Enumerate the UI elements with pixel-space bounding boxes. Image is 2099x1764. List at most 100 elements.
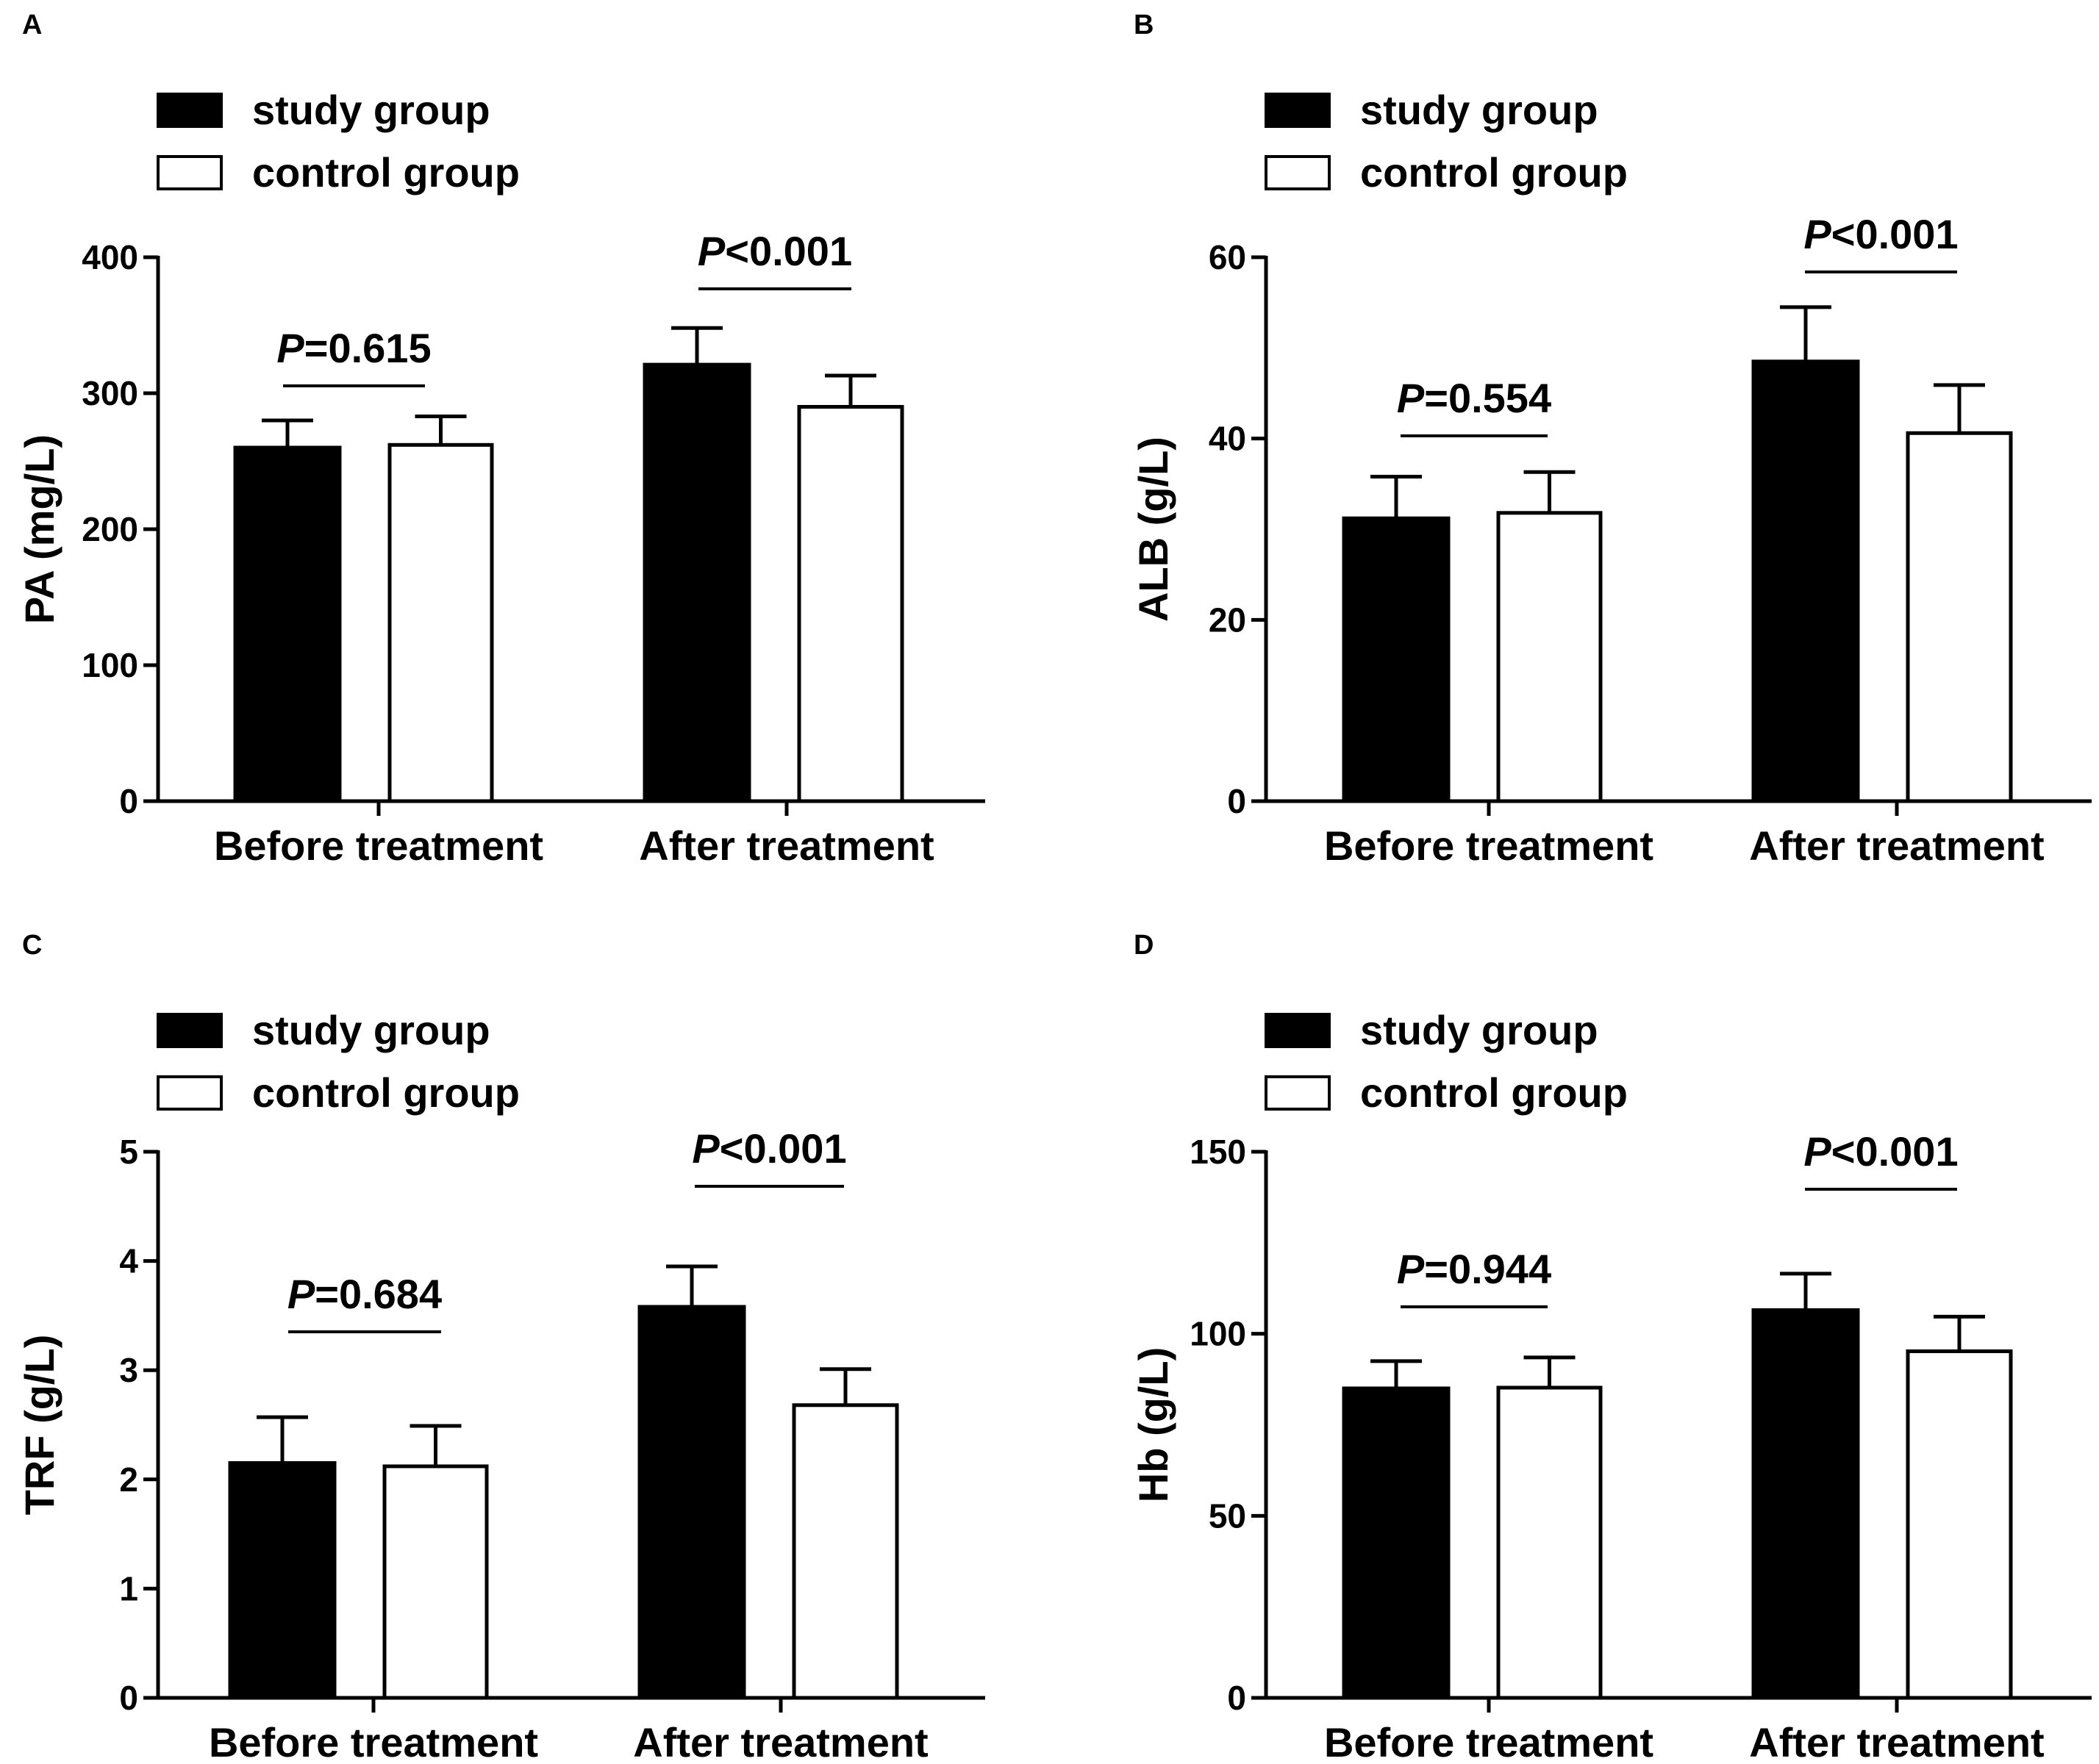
legend-swatch-study xyxy=(157,1013,223,1048)
p-value-text: =0.684 xyxy=(315,1271,442,1317)
y-tick-label: 400 xyxy=(82,238,138,276)
legend-swatch-study xyxy=(1265,93,1331,128)
y-tick-label: 2 xyxy=(119,1460,138,1499)
panel-label: B xyxy=(1134,10,1154,40)
y-tick-label: 100 xyxy=(82,646,138,684)
legend: study group control group xyxy=(157,1007,520,1116)
bar-control xyxy=(1496,511,1603,803)
y-tick-label: 300 xyxy=(82,374,138,412)
y-tick-label: 5 xyxy=(119,1133,138,1171)
x-tick-label: After treatment xyxy=(1749,822,2044,869)
y-tick-label: 150 xyxy=(1190,1133,1246,1171)
legend: study group control group xyxy=(1265,1007,1628,1116)
bar-control xyxy=(797,405,904,803)
y-tick-label: 100 xyxy=(1190,1315,1246,1353)
p-value-label: P=0.615 xyxy=(276,325,431,371)
bar-control xyxy=(1906,431,2013,803)
p-value-text: <0.001 xyxy=(1831,211,1959,257)
legend-label-study: study group xyxy=(252,87,490,133)
legend-swatch-study xyxy=(1265,1013,1331,1048)
bar-study xyxy=(1751,1308,1860,1700)
p-value-italic: P xyxy=(276,325,304,371)
y-tick-label: 0 xyxy=(1227,1679,1246,1717)
y-tick-label: 0 xyxy=(1227,782,1246,820)
bar-study xyxy=(1751,359,1860,803)
legend-label-study: study group xyxy=(252,1007,490,1053)
legend-label-control: control group xyxy=(1360,149,1628,196)
p-value-label: P<0.001 xyxy=(1803,1128,1958,1175)
y-tick-label: 3 xyxy=(119,1351,138,1389)
legend-label-study: study group xyxy=(1360,1007,1598,1053)
p-value-label: P<0.001 xyxy=(698,228,852,274)
p-value-italic: P xyxy=(1397,1246,1425,1292)
bar-control xyxy=(1496,1385,1603,1700)
x-tick-label: Before treatment xyxy=(209,1719,538,1764)
p-value-label: P<0.001 xyxy=(1803,211,1958,257)
legend: study group control group xyxy=(157,87,520,196)
legend-swatch-control xyxy=(157,155,223,190)
p-value-italic: P xyxy=(698,228,726,274)
legend-swatch-control xyxy=(1265,1075,1331,1111)
panel-label: D xyxy=(1134,930,1154,961)
bar-control xyxy=(1906,1349,2013,1700)
p-value-text: =0.615 xyxy=(304,325,432,371)
bar-control xyxy=(387,442,494,803)
bar-study xyxy=(1342,516,1451,803)
bar-study xyxy=(1342,1386,1451,1700)
legend-swatch-study xyxy=(157,93,223,128)
p-value-label: P=0.554 xyxy=(1397,375,1551,421)
p-value-italic: P xyxy=(1803,211,1831,257)
panel-label: A xyxy=(22,10,42,40)
p-value-text: =0.554 xyxy=(1424,375,1551,421)
legend-swatch-control xyxy=(1265,155,1331,190)
x-tick-label: Before treatment xyxy=(1324,1719,1653,1764)
p-value-text: <0.001 xyxy=(1831,1128,1959,1175)
bar-study xyxy=(228,1461,337,1700)
y-tick-label: 40 xyxy=(1209,420,1246,458)
bar-study xyxy=(233,445,342,803)
p-value-label: P=0.684 xyxy=(287,1271,442,1317)
x-tick-label: After treatment xyxy=(639,822,934,869)
legend-label-study: study group xyxy=(1360,87,1598,133)
x-tick-label: After treatment xyxy=(1749,1719,2044,1764)
y-tick-label: 20 xyxy=(1209,600,1246,639)
p-value-italic: P xyxy=(1397,375,1425,421)
y-axis-label: ALB (g/L) xyxy=(1130,437,1176,622)
p-value-text: <0.001 xyxy=(725,228,852,274)
x-tick-label: Before treatment xyxy=(214,822,543,869)
y-tick-label: 0 xyxy=(119,782,138,820)
y-axis-label: PA (mg/L) xyxy=(16,434,62,624)
bar-study xyxy=(637,1305,746,1700)
y-axis-label: TRF (g/L) xyxy=(16,1335,62,1516)
legend-label-control: control group xyxy=(252,149,520,196)
y-axis-label: Hb (g/L) xyxy=(1130,1347,1176,1502)
p-value-italic: P xyxy=(692,1125,720,1172)
x-tick-label: After treatment xyxy=(633,1719,928,1764)
x-tick-label: Before treatment xyxy=(1324,822,1653,869)
bar-control xyxy=(382,1464,489,1700)
y-tick-label: 1 xyxy=(119,1569,138,1607)
y-tick-label: 60 xyxy=(1209,238,1246,276)
p-value-text: =0.944 xyxy=(1424,1246,1551,1292)
bar-study xyxy=(643,362,751,803)
legend-label-control: control group xyxy=(252,1069,520,1116)
y-tick-label: 200 xyxy=(82,510,138,548)
p-value-label: P=0.944 xyxy=(1397,1246,1551,1292)
panel-label: C xyxy=(22,930,42,961)
y-tick-label: 0 xyxy=(119,1679,138,1717)
legend-label-control: control group xyxy=(1360,1069,1628,1116)
y-tick-label: 4 xyxy=(119,1242,138,1280)
p-value-italic: P xyxy=(1803,1128,1831,1175)
p-value-italic: P xyxy=(287,1271,315,1317)
p-value-label: P<0.001 xyxy=(692,1125,846,1172)
legend-swatch-control xyxy=(157,1075,223,1111)
legend: study group control group xyxy=(1265,87,1628,196)
p-value-text: <0.001 xyxy=(720,1125,847,1172)
y-tick-label: 50 xyxy=(1209,1496,1246,1535)
bar-control xyxy=(792,1403,899,1700)
